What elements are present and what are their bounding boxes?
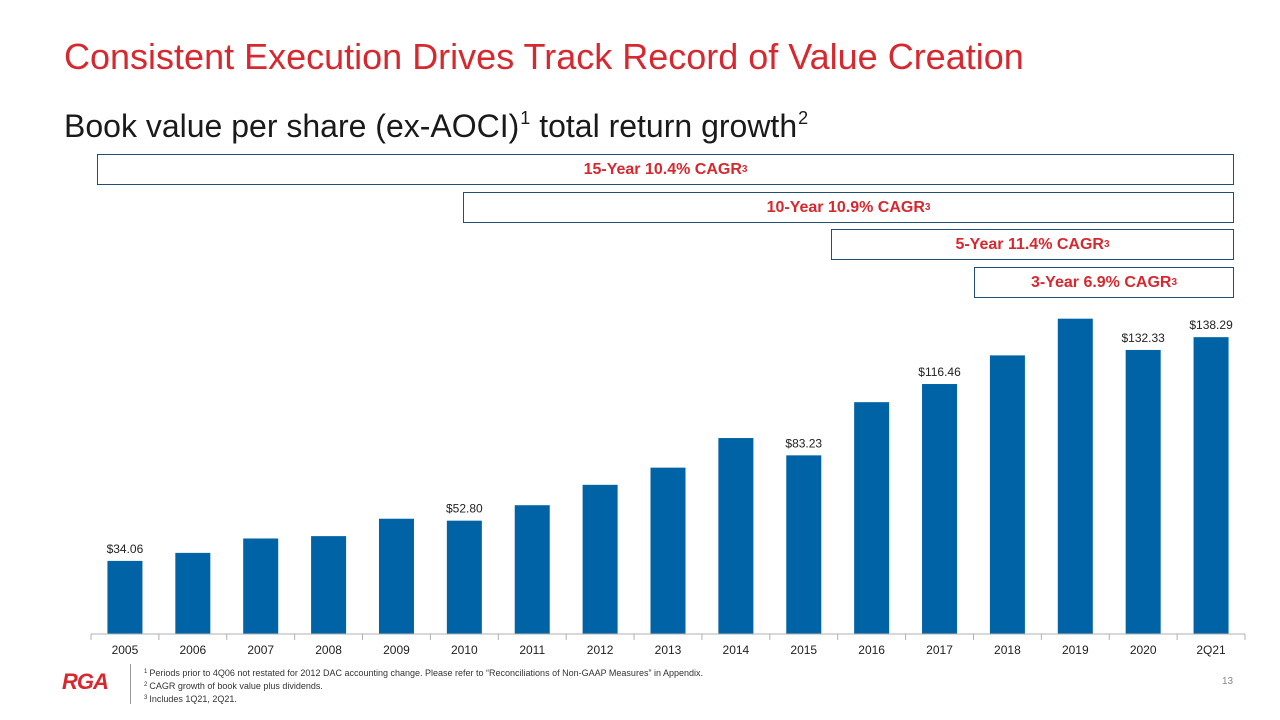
cagr-box-3-year: 3-Year 6.9% CAGR 3 (974, 267, 1234, 298)
footnote-3: 3 Includes 1Q21, 2Q21. (144, 694, 237, 704)
bar-2018 (989, 355, 1025, 634)
x-tick-label-2008: 2008 (315, 643, 342, 657)
slide-title: Consistent Execution Drives Track Record… (64, 36, 1024, 77)
bar-2008 (311, 536, 347, 634)
x-tick-label-2016: 2016 (858, 643, 885, 657)
x-tick-label-2012: 2012 (587, 643, 614, 657)
x-tick-label-2020: 2020 (1130, 643, 1157, 657)
subtitle-footnote-1: 1 (520, 108, 531, 128)
x-tick-label-2014: 2014 (723, 643, 750, 657)
x-tick-label-2007: 2007 (247, 643, 274, 657)
x-tick-label-2011: 2011 (519, 643, 545, 657)
data-label-2020: $132.33 (1121, 331, 1165, 345)
bar-2020 (1125, 349, 1161, 634)
x-tick-label-2010: 2010 (451, 643, 478, 657)
bar-2013 (650, 467, 686, 634)
x-tick-label-2018: 2018 (994, 643, 1021, 657)
cagr-box-10-year: 10-Year 10.9% CAGR 3 (463, 192, 1234, 223)
bar-2006 (175, 552, 211, 634)
bar-2005 (107, 560, 143, 634)
x-tick-label-2013: 2013 (655, 643, 682, 657)
x-tick-label-2Q21: 2Q21 (1196, 643, 1226, 657)
bar-2017 (922, 384, 958, 634)
cagr-label: 10-Year 10.9% CAGR (766, 198, 925, 216)
bar-2014 (718, 438, 754, 634)
subtitle-text: Book value per share (ex-AOCI) (64, 108, 520, 144)
page-number: 13 (1222, 676, 1234, 687)
cagr-footnote: 3 (1103, 239, 1110, 250)
bar-2Q21 (1193, 337, 1229, 634)
x-tick-label-2006: 2006 (179, 643, 206, 657)
bar-2015 (786, 455, 822, 634)
subtitle-footnote-2: 2 (798, 108, 809, 128)
footnote-2: 2 CAGR growth of book value plus dividend… (144, 681, 323, 691)
data-label-2017: $116.46 (918, 365, 961, 379)
data-label-2005: $34.06 (107, 542, 144, 556)
x-tick-label-2015: 2015 (790, 643, 817, 657)
x-tick-label-2017: 2017 (926, 643, 953, 657)
data-label-2010: $52.80 (446, 502, 483, 516)
cagr-label: 3-Year 6.9% CAGR (1030, 273, 1172, 291)
subtitle-text-rest: total return growth (530, 108, 798, 144)
slide-subtitle: Book value per share (ex-AOCI)1 total re… (64, 108, 808, 145)
cagr-box-5-year: 5-Year 11.4% CAGR 3 (831, 229, 1234, 260)
data-label-2Q21: $138.29 (1189, 318, 1233, 332)
footer-divider (130, 664, 131, 704)
cagr-footnote: 3 (741, 164, 748, 175)
footnote-1: 1 Periods prior to 4Q06 not restated for … (144, 668, 703, 678)
bar-2007 (243, 538, 279, 634)
bar-2019 (1057, 318, 1093, 634)
bar-2011 (514, 505, 550, 634)
cagr-footnote: 3 (924, 202, 931, 213)
bar-2009 (378, 518, 414, 634)
rga-logo: RGA (62, 669, 109, 694)
cagr-box-15-year: 15-Year 10.4% CAGR 3 (97, 154, 1234, 185)
bar-2010 (446, 520, 482, 634)
data-label-2015: $83.23 (785, 436, 822, 450)
cagr-label: 5-Year 11.4% CAGR (955, 235, 1104, 253)
x-tick-label-2005: 2005 (112, 643, 139, 657)
x-tick-label-2009: 2009 (383, 643, 410, 657)
cagr-label: 15-Year 10.4% CAGR (583, 160, 742, 178)
x-tick-label-2019: 2019 (1062, 643, 1089, 657)
footnotes: 1 Periods prior to 4Q06 not restated for … (144, 666, 703, 705)
bar-2012 (582, 484, 618, 634)
bar-2016 (854, 402, 890, 634)
cagr-footnote: 3 (1171, 277, 1178, 288)
